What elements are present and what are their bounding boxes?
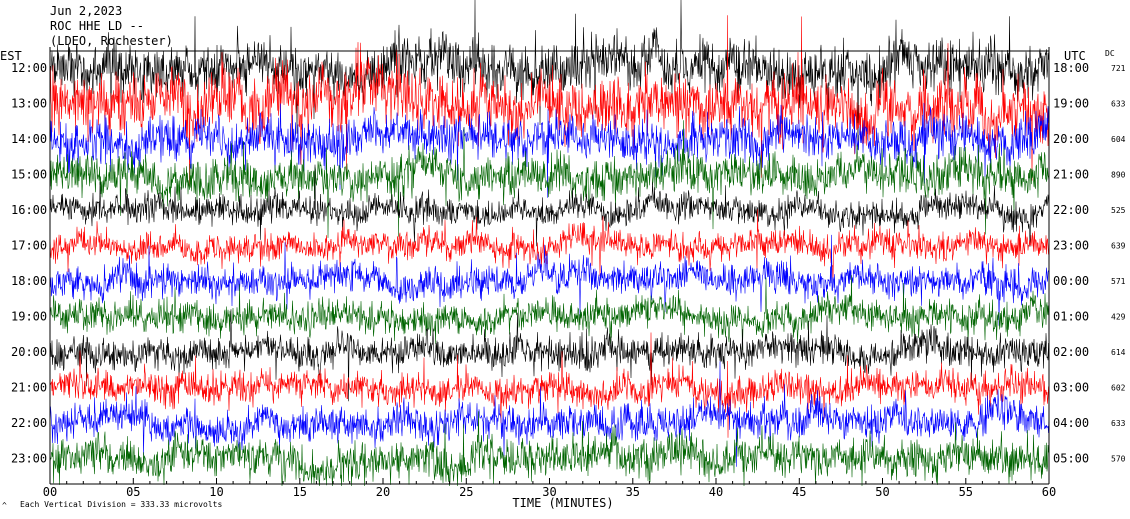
est-hour-label: 20:00 <box>11 345 47 359</box>
trace-line <box>49 0 1050 150</box>
x-tick-label: 50 <box>875 485 889 499</box>
x-tick-label: 25 <box>459 485 473 499</box>
x-tick-label: 05 <box>126 485 140 499</box>
right-timezone-label: UTC <box>1064 49 1086 63</box>
dc-offset-value: 633 <box>1111 100 1126 109</box>
trace-line <box>49 15 1050 187</box>
utc-hour-label: 18:00 <box>1053 61 1089 75</box>
dc-offset-value: 721 <box>1111 64 1126 73</box>
dc-offset-value: 614 <box>1111 348 1126 357</box>
utc-hour-label: 01:00 <box>1053 310 1089 324</box>
est-hour-label: 13:00 <box>11 97 47 111</box>
utc-hour-label: 23:00 <box>1053 239 1089 253</box>
utc-hour-label: 03:00 <box>1053 381 1089 395</box>
utc-hour-label: 21:00 <box>1053 168 1089 182</box>
x-tick-label: 45 <box>792 485 806 499</box>
est-hour-label: 17:00 <box>11 239 47 253</box>
utc-hour-label: 22:00 <box>1053 203 1089 217</box>
est-hour-label: 14:00 <box>11 132 47 146</box>
axis-layer: 00 05 10 15 20 25 30 35 40 45 50 55 60 <box>43 47 1056 499</box>
est-hour-label: 21:00 <box>11 381 47 395</box>
traces-layer <box>49 0 1050 487</box>
header-location: (LDEO, Rochester) <box>50 34 173 48</box>
dc-offset-value: 429 <box>1111 313 1126 322</box>
utc-hour-label: 04:00 <box>1053 416 1089 430</box>
trace-line <box>49 332 1050 438</box>
x-axis-label: TIME (MINUTES) <box>512 496 613 510</box>
trace-line <box>49 164 1050 247</box>
est-hour-label: 18:00 <box>11 274 47 288</box>
dc-offset-value: 890 <box>1111 171 1126 180</box>
dc-offset-value: 570 <box>1111 455 1126 464</box>
x-tick-label: 35 <box>626 485 640 499</box>
trace-line <box>49 275 1050 351</box>
dc-offset-value: 604 <box>1111 135 1126 144</box>
footer-mark: ^ <box>2 501 7 510</box>
dc-column-label: DC <box>1105 49 1115 58</box>
x-tick-label: 55 <box>959 485 973 499</box>
utc-hour-label: 05:00 <box>1053 452 1089 466</box>
x-tick-label: 00 <box>43 485 57 499</box>
est-hour-label: 23:00 <box>11 452 47 466</box>
trace-line <box>49 411 1050 487</box>
est-hour-label: 15:00 <box>11 168 47 182</box>
x-tick-label: 20 <box>376 485 390 499</box>
utc-hour-label: 20:00 <box>1053 132 1089 146</box>
est-hour-label: 22:00 <box>11 416 47 430</box>
left-timezone-label: EST <box>0 49 22 63</box>
x-tick-label: 60 <box>1042 485 1056 499</box>
trace-line <box>49 361 1050 467</box>
dc-offset-value: 639 <box>1111 242 1126 251</box>
vertical-division-note: Each Vertical Division = 333.33 microvol… <box>20 500 222 509</box>
x-tick-label: 10 <box>209 485 223 499</box>
utc-hour-label: 00:00 <box>1053 274 1089 288</box>
dc-offset-value: 602 <box>1111 384 1126 393</box>
est-hour-label: 19:00 <box>11 310 47 324</box>
trace-line <box>49 102 1050 198</box>
utc-hour-label: 19:00 <box>1053 97 1089 111</box>
est-hour-label: 16:00 <box>11 203 47 217</box>
header-date: Jun 2,2023 <box>50 4 122 18</box>
header-station: ROC HHE LD -- <box>50 19 144 33</box>
utc-hour-label: 02:00 <box>1053 345 1089 359</box>
dc-offset-value: 633 <box>1111 419 1126 428</box>
est-hour-label: 12:00 <box>11 61 47 75</box>
dc-offset-value: 525 <box>1111 206 1126 215</box>
trace-line <box>49 209 1050 281</box>
trace-line <box>49 234 1050 326</box>
row-labels-layer: 12:00 18:00 721 13:00 19:00 633 14:00 20:00 604 1… <box>11 61 1126 466</box>
x-tick-label: 40 <box>709 485 723 499</box>
dc-offset-value: 571 <box>1111 277 1126 286</box>
x-tick-label: 30 <box>542 485 556 499</box>
x-tick-label: 15 <box>293 485 307 499</box>
trace-line <box>49 120 1050 238</box>
trace-line <box>49 309 1050 402</box>
